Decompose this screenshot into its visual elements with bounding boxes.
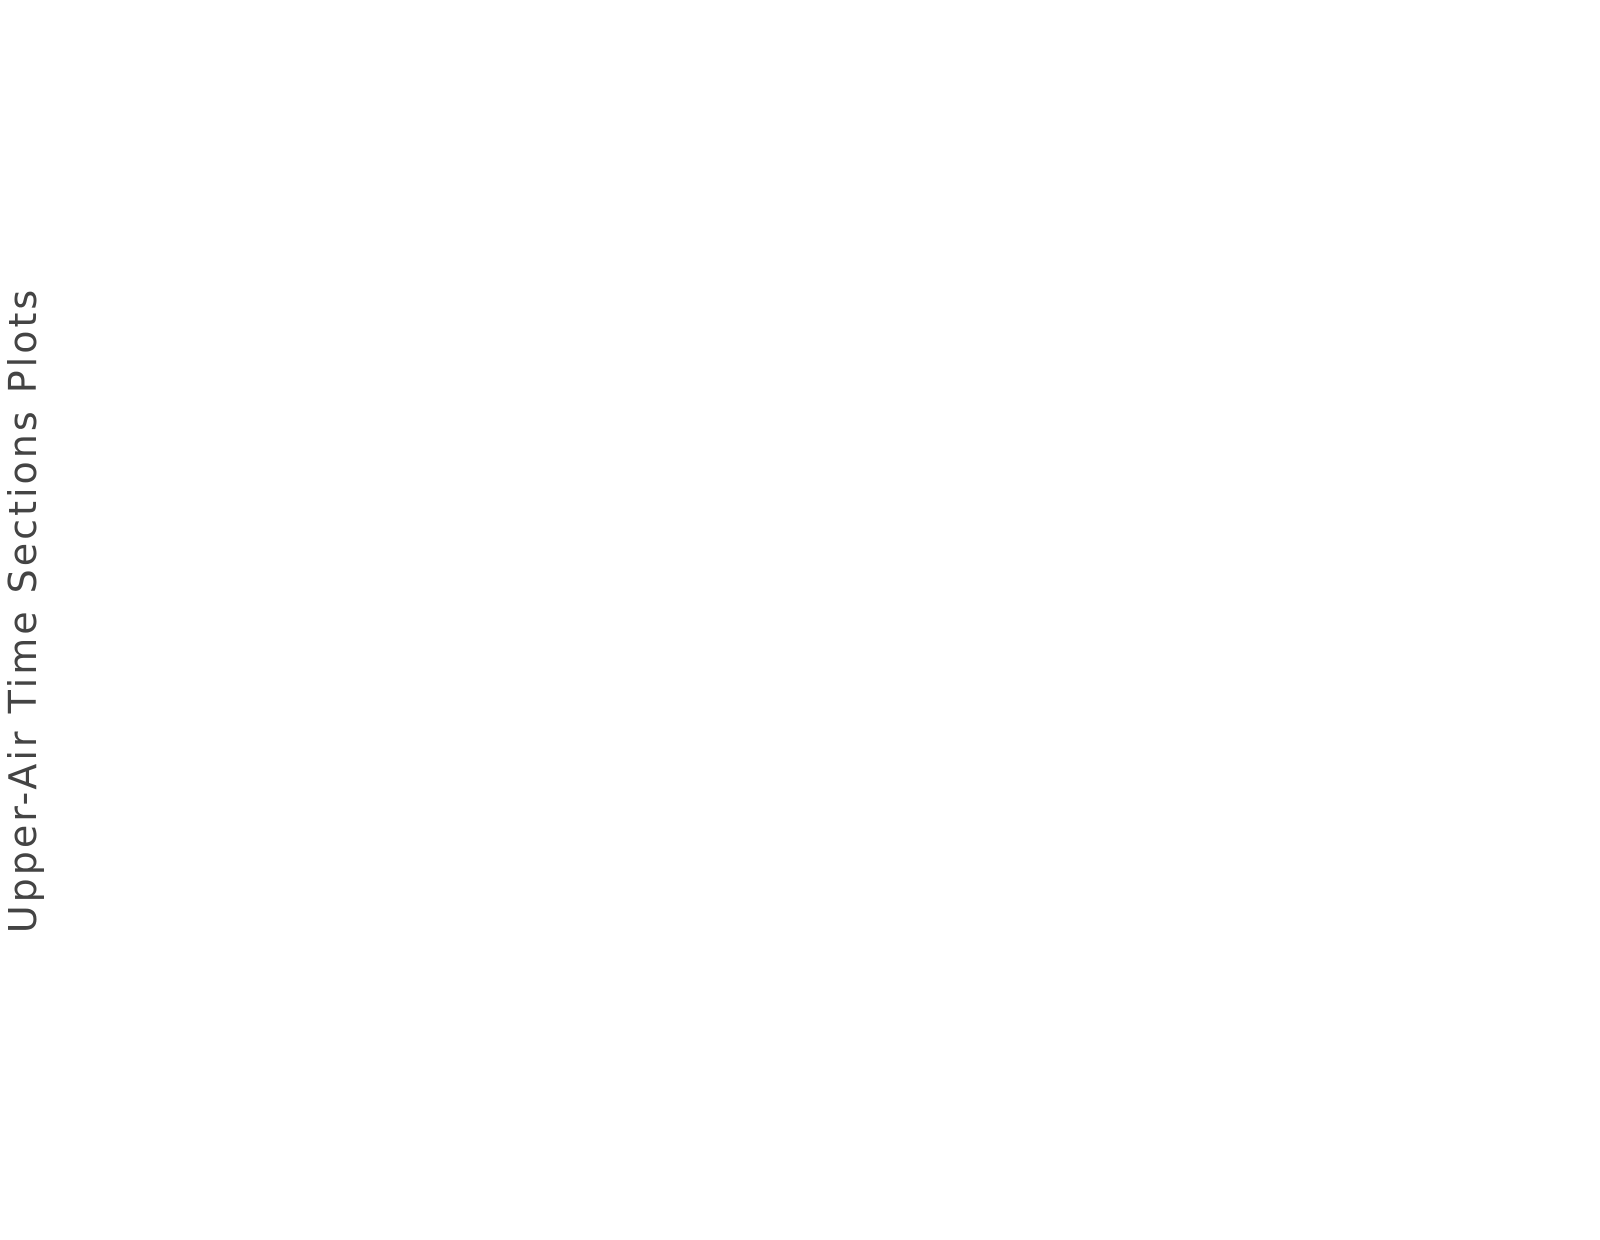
rh-panel: [0, 0, 800, 600]
vwind-panel: [800, 590, 1600, 1236]
uwind-panel: [0, 590, 800, 1236]
thetae-panel: [800, 0, 1600, 600]
side-title-text: Upper-Air Time Sections Plots: [2, 287, 45, 933]
side-title: Upper-Air Time Sections Plots: [1, 0, 46, 1236]
